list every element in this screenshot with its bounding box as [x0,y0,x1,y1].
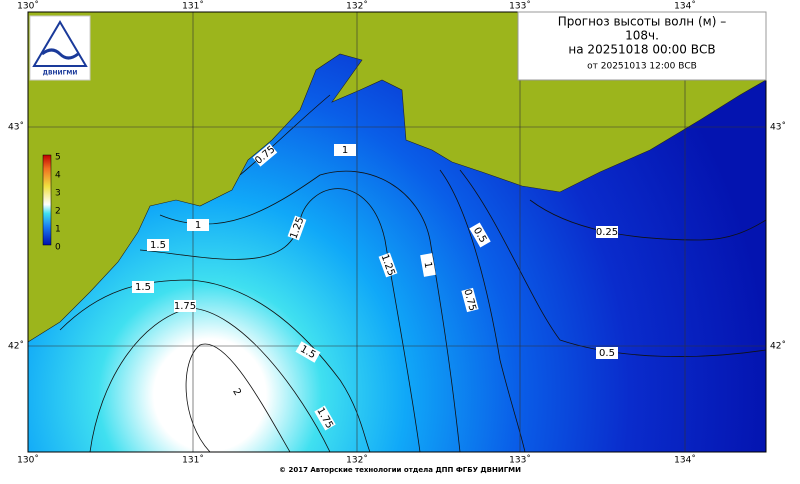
contour-label-group: 0.5 [596,347,618,359]
lon-label: 132˚ [346,455,368,466]
lon-label: 133˚ [509,455,531,466]
contour-label-group: 1.75 [174,300,196,312]
lon-label: 130˚ [17,455,39,466]
map-frame [27,11,767,453]
colorbar-label: 3 [55,189,61,199]
lon-label: 133˚ [509,1,531,12]
colorbar-label: 1 [55,225,61,235]
lon-label: 134˚ [674,455,696,466]
logo-text: ДВНИГМИ [43,70,78,77]
contour-label-bg [596,226,618,238]
axis-labels: 130˚ 131˚ 132˚ 133˚ 134˚ 130˚ 131˚ 132˚ 133˚ 134˚… [8,1,786,466]
contour-label-bg [420,253,436,277]
contour-label: 0.25 [596,227,618,238]
contour-label-bg [187,219,209,231]
contour-label-group: 1 [334,144,356,156]
contour-label-bg [295,341,321,363]
lat-label: 43˚ [8,122,24,133]
title-line: 108ч. [625,29,659,43]
contour-labels: 0.75 11 1.251.25 10.5 0.251.51.51.75 0.750.51… [132,143,618,431]
contour-label: 1 [195,220,201,231]
contour-label-bg [314,405,336,431]
lon-label: 134˚ [674,1,696,12]
graticule [28,12,766,452]
contour-label-bg [378,252,398,278]
colorbar-label: 2 [55,207,61,217]
contour-label: 1 [342,145,348,156]
lat-label: 42˚ [8,341,24,352]
colorbar-label: 4 [55,171,61,181]
colorbar [42,154,52,246]
title-line: на 20251018 00:00 ВСВ [568,43,715,57]
map-area: 0.75 11 1.251.25 10.5 0.251.51.51.75 0.750.51… [28,12,766,452]
contour-label-bg [469,222,491,248]
contour-label: 1.75 [174,301,196,312]
contour-label: 0.5 [599,348,615,359]
colorbar-labels: 5 4 3 2 1 0 [55,153,61,253]
colorbar-label: 0 [55,243,61,253]
contour-label-group: 0.25 [596,226,618,238]
contour-label: 1.5 [135,282,151,293]
contour-label-bg [596,347,618,359]
contour-label-group: 2 [226,379,248,405]
logo: ДВНИГМИ [29,15,91,81]
contour-label-bg [334,144,356,156]
title-line: от 20251013 12:00 ВСВ [587,62,697,72]
contour-label-group: 1 [420,253,436,277]
lat-label: 43˚ [770,122,786,133]
lon-label: 130˚ [17,1,39,12]
contour-label-bg [132,281,154,293]
contour-label: 2 [230,387,243,398]
contour-label-bg [174,300,196,312]
contour-label-group: 1.5 [147,239,169,251]
colorbar-label: 5 [55,153,61,163]
lon-label: 131˚ [182,455,204,466]
contour-label-bg [252,143,278,167]
contour-label-bg [461,287,479,313]
contour-label-group: 1 [187,219,209,231]
contour-label-bg [226,379,248,405]
title-line: Прогноз высоты волн (м) – [558,15,726,29]
contour-label-bg [147,239,169,251]
footer: © 2017 Авторские технологии отдела ДПП Ф… [279,466,521,474]
lat-label: 42˚ [770,341,786,352]
lon-label: 132˚ [346,1,368,12]
contour-label: 1.5 [150,240,166,251]
title-box [517,11,767,81]
contour-label: 1 [422,261,434,269]
contour-label-bg [287,215,307,241]
contour-label-group: 1.5 [132,281,154,293]
sea [28,53,766,452]
lon-label: 131˚ [182,1,204,12]
